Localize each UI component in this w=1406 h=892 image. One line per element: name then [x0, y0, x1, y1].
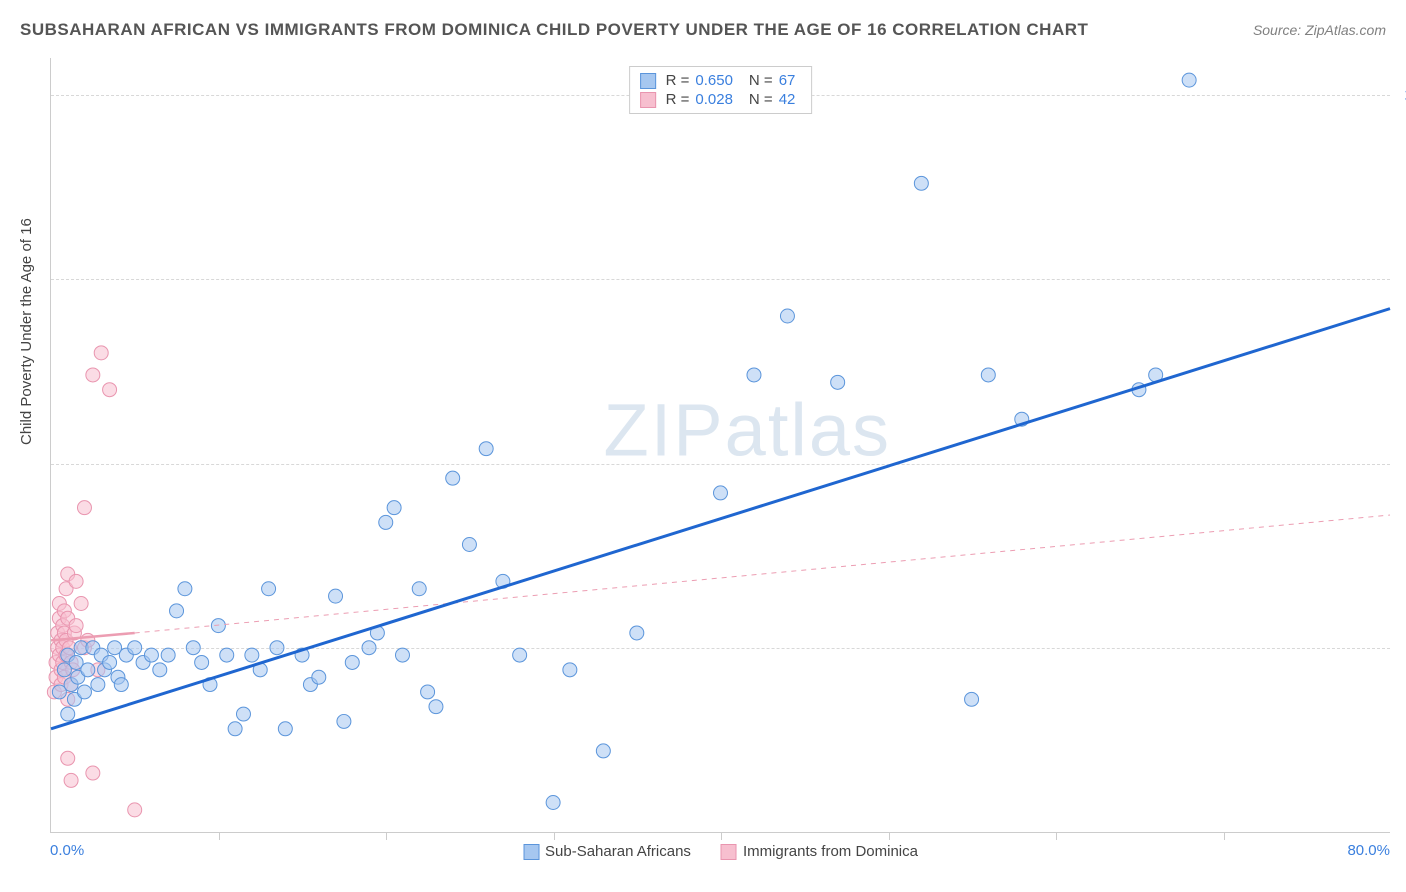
- scatter-point-blue: [91, 678, 105, 692]
- scatter-point-pink: [69, 619, 83, 633]
- scatter-point-blue: [170, 604, 184, 618]
- source-citation: Source: ZipAtlas.com: [1253, 22, 1386, 38]
- scatter-point-blue: [312, 670, 326, 684]
- regression-line-pink-dash: [135, 515, 1390, 633]
- r-label: R =: [666, 72, 690, 89]
- scatter-point-blue: [144, 648, 158, 662]
- scatter-point-blue: [379, 515, 393, 529]
- y-tick-label: 50.0%: [1395, 455, 1406, 472]
- scatter-point-pink: [86, 766, 100, 780]
- scatter-point-blue: [270, 641, 284, 655]
- y-tick-label: 25.0%: [1395, 640, 1406, 657]
- scatter-point-blue: [114, 678, 128, 692]
- scatter-point-blue: [362, 641, 376, 655]
- x-tick: [554, 832, 555, 840]
- scatter-point-pink: [61, 751, 75, 765]
- scatter-point-blue: [596, 744, 610, 758]
- legend-series-item: Sub-Saharan Africans: [523, 843, 691, 860]
- legend-stat-row: R = 0.650 N = 67: [640, 71, 802, 90]
- scatter-point-blue: [429, 700, 443, 714]
- n-value: 67: [779, 72, 796, 89]
- x-tick: [721, 832, 722, 840]
- scatter-point-blue: [387, 501, 401, 515]
- scatter-point-blue: [81, 663, 95, 677]
- legend-series-label: Immigrants from Dominica: [743, 843, 918, 860]
- scatter-point-blue: [1182, 73, 1196, 87]
- scatter-point-blue: [747, 368, 761, 382]
- scatter-point-blue: [161, 648, 175, 662]
- scatter-point-blue: [236, 707, 250, 721]
- scatter-point-blue: [195, 655, 209, 669]
- scatter-point-blue: [914, 176, 928, 190]
- x-tick: [1056, 832, 1057, 840]
- scatter-point-blue: [412, 582, 426, 596]
- scatter-point-pink: [86, 368, 100, 382]
- n-label: N =: [749, 91, 773, 108]
- scatter-point-blue: [220, 648, 234, 662]
- scatter-point-blue: [714, 486, 728, 500]
- scatter-point-pink: [74, 596, 88, 610]
- scatter-point-blue: [546, 796, 560, 810]
- r-value: 0.650: [695, 72, 733, 89]
- legend-swatch-pink: [640, 92, 656, 108]
- y-tick-label: 100.0%: [1395, 86, 1406, 103]
- scatter-point-blue: [77, 685, 91, 699]
- scatter-point-blue: [395, 648, 409, 662]
- scatter-point-blue: [103, 655, 117, 669]
- scatter-point-blue: [61, 707, 75, 721]
- scatter-point-blue: [479, 442, 493, 456]
- scatter-point-pink: [64, 773, 78, 787]
- scatter-point-blue: [128, 641, 142, 655]
- y-tick-label: 75.0%: [1395, 271, 1406, 288]
- scatter-point-pink: [103, 383, 117, 397]
- scatter-point-blue: [345, 655, 359, 669]
- x-axis-min-label: 0.0%: [50, 842, 84, 859]
- r-label: R =: [666, 91, 690, 108]
- scatter-point-pink: [128, 803, 142, 817]
- plot-area: ZIPatlas 25.0%50.0%75.0%100.0% R = 0.650…: [50, 58, 1390, 833]
- scatter-point-blue: [965, 692, 979, 706]
- scatter-point-blue: [228, 722, 242, 736]
- chart-svg: [51, 58, 1390, 832]
- series-legend: Sub-Saharan Africans Immigrants from Dom…: [523, 843, 918, 860]
- scatter-point-blue: [462, 538, 476, 552]
- scatter-point-blue: [186, 641, 200, 655]
- x-tick: [889, 832, 890, 840]
- scatter-point-blue: [981, 368, 995, 382]
- scatter-point-blue: [563, 663, 577, 677]
- scatter-point-blue: [780, 309, 794, 323]
- x-tick: [219, 832, 220, 840]
- scatter-point-blue: [513, 648, 527, 662]
- scatter-point-blue: [421, 685, 435, 699]
- scatter-point-blue: [262, 582, 276, 596]
- scatter-point-pink: [94, 346, 108, 360]
- scatter-point-blue: [278, 722, 292, 736]
- scatter-point-blue: [153, 663, 167, 677]
- scatter-point-blue: [630, 626, 644, 640]
- scatter-point-blue: [178, 582, 192, 596]
- chart-title: SUBSAHARAN AFRICAN VS IMMIGRANTS FROM DO…: [20, 20, 1088, 40]
- scatter-point-blue: [831, 375, 845, 389]
- y-axis-title: Child Poverty Under the Age of 16: [18, 218, 35, 445]
- r-value: 0.028: [695, 91, 733, 108]
- regression-line-blue: [51, 309, 1390, 729]
- legend-series-label: Sub-Saharan Africans: [545, 843, 691, 860]
- legend-swatch-blue: [523, 844, 539, 860]
- x-tick: [1224, 832, 1225, 840]
- legend-swatch-pink: [721, 844, 737, 860]
- x-tick: [386, 832, 387, 840]
- legend-swatch-blue: [640, 73, 656, 89]
- scatter-point-blue: [245, 648, 259, 662]
- n-value: 42: [779, 91, 796, 108]
- scatter-point-pink: [69, 574, 83, 588]
- scatter-point-pink: [77, 501, 91, 515]
- scatter-point-blue: [446, 471, 460, 485]
- legend-series-item: Immigrants from Dominica: [721, 843, 918, 860]
- legend-stat-row: R = 0.028 N = 42: [640, 90, 802, 109]
- n-label: N =: [749, 72, 773, 89]
- correlation-legend: R = 0.650 N = 67 R = 0.028 N = 42: [629, 66, 813, 114]
- scatter-point-blue: [329, 589, 343, 603]
- scatter-point-blue: [337, 714, 351, 728]
- x-axis-max-label: 80.0%: [1347, 842, 1390, 859]
